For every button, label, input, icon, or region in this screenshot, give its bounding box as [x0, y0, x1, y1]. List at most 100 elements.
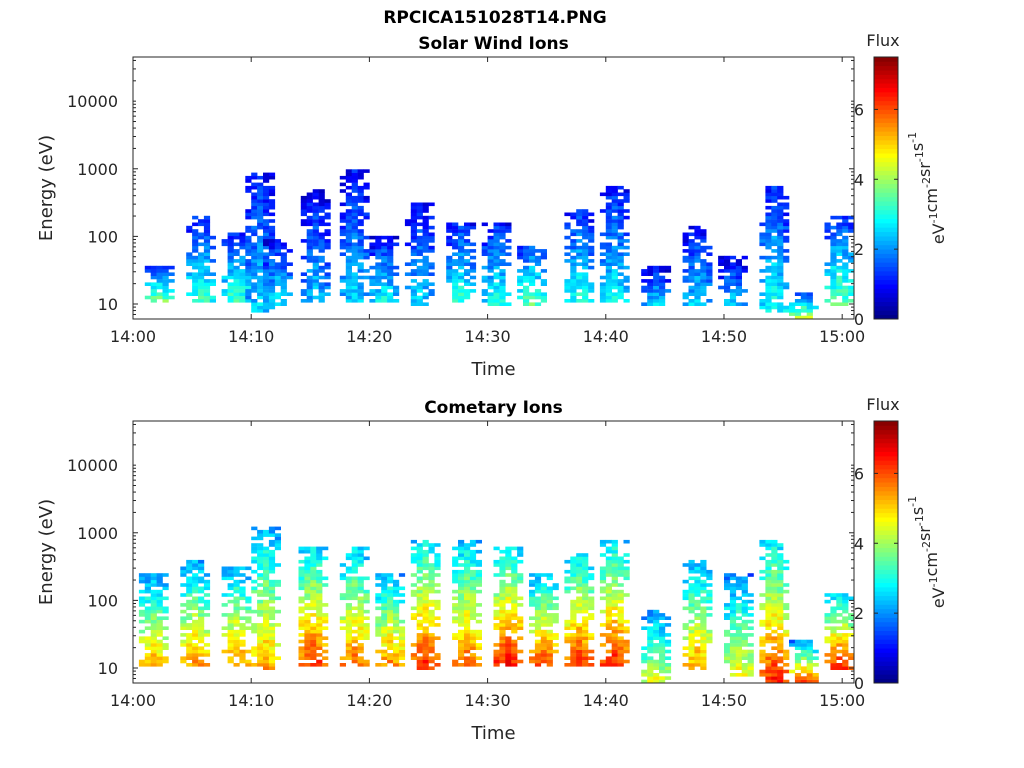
spectrogram-cell [534, 646, 542, 650]
spectrogram-cell [771, 606, 778, 611]
x-tick-label: 15:00 [819, 691, 865, 710]
spectrogram-cell [381, 265, 388, 270]
spectrogram-cell [316, 646, 323, 650]
burst-7 [410, 539, 441, 670]
spectrogram-cell [611, 185, 618, 190]
spectrogram-cell [735, 259, 742, 263]
spectrogram-cell [257, 305, 264, 310]
spectrogram-cell [499, 599, 506, 604]
spectrogram-cell [688, 626, 695, 630]
spectrogram-cell [324, 222, 331, 227]
spectrogram-cell [499, 636, 506, 640]
spectrogram-cell [312, 202, 319, 207]
spectrogram-cell [741, 663, 748, 667]
colorbar-segment [874, 183, 898, 189]
spectrogram-cell [605, 215, 612, 220]
spectrogram-cells [138, 526, 855, 684]
spectrogram-cell [268, 275, 276, 280]
spectrogram-cell [312, 239, 319, 243]
spectrogram-cell [422, 242, 429, 247]
spectrogram-cell [387, 639, 394, 644]
spectrogram-cell [517, 295, 524, 300]
spectrogram-cell [464, 619, 471, 624]
spectrogram-cell [162, 596, 169, 601]
spectrogram-cell [517, 289, 524, 293]
spectrogram-cell [375, 245, 382, 250]
spectrogram-cell [251, 309, 258, 313]
spectrogram-cell [233, 589, 240, 594]
spectrogram-cell [706, 245, 713, 250]
spectrogram-cell [263, 245, 270, 250]
spectrogram-cell [316, 626, 323, 630]
colorbar-segment [874, 630, 898, 636]
spectrogram-cell [623, 569, 630, 574]
spectrogram-cell [735, 282, 742, 286]
spectrogram-cell [192, 222, 199, 227]
spectrogram-cell [771, 302, 778, 306]
spectrogram-cell [765, 205, 772, 210]
spectrogram-cell [428, 232, 435, 237]
spectrogram-cell [682, 235, 689, 240]
spectrogram-cell [777, 242, 784, 247]
spectrogram-cell [428, 649, 435, 654]
spectrogram-cell [806, 679, 813, 684]
spectrogram-cell [842, 225, 849, 230]
spectrogram-cell [836, 275, 843, 280]
spectrogram-cell [546, 606, 553, 611]
spectrogram-cell [499, 629, 506, 634]
spectrogram-cell [836, 282, 843, 286]
spectrogram-cell [257, 659, 264, 664]
spectrogram-cell [150, 573, 157, 577]
spectrogram-cell [653, 623, 660, 627]
spectrogram-cell [576, 573, 583, 577]
spectrogram-cell [765, 673, 772, 677]
spectrogram-cell [280, 265, 287, 270]
spectrogram-cell [351, 219, 358, 223]
spectrogram-cell [576, 583, 583, 587]
spectrogram-cell [523, 249, 530, 253]
spectrogram-cell [345, 245, 352, 250]
spectrogram-cell [783, 616, 790, 620]
spectrogram-cell [688, 559, 695, 564]
spectrogram-cell [227, 299, 234, 303]
spectrogram-cell [316, 583, 323, 587]
spectrogram-cell [416, 659, 423, 664]
spectrogram-cell [209, 259, 216, 263]
spectrogram-cell [422, 215, 429, 220]
colorbar-segment [874, 665, 898, 671]
spectrogram-cell [487, 259, 494, 263]
spectrogram-cell [812, 676, 819, 680]
spectrogram-cell [357, 626, 364, 630]
spectrogram-cell [469, 613, 477, 617]
spectrogram-cell [300, 255, 307, 260]
spectrogram-cell [842, 249, 849, 253]
spectrogram-cell [410, 539, 417, 544]
spectrogram-cell [316, 633, 323, 637]
spectrogram-cell [280, 252, 287, 256]
spectrogram-cell [783, 195, 790, 200]
spectrogram-cell [150, 639, 157, 644]
spectrogram-cell [422, 593, 429, 597]
x-tick-label: 14:50 [701, 691, 747, 710]
spectrogram-cell [257, 205, 264, 210]
spectrogram-cell [694, 633, 701, 637]
spectrogram-cell [588, 573, 595, 577]
spectrogram-cell [203, 663, 211, 667]
spectrogram-cell [700, 616, 707, 620]
spectrogram-cell [410, 553, 417, 557]
spectrogram-cell [505, 245, 512, 250]
spectrogram-cell [842, 299, 849, 303]
burst-3 [251, 526, 281, 670]
colorbar-segment [874, 87, 898, 93]
x-tick-label: 14:00 [110, 691, 156, 710]
spectrogram-cell [842, 649, 849, 654]
spectrogram-cell [611, 259, 618, 263]
spectrogram-cell [529, 603, 536, 607]
spectrogram-cell [617, 569, 624, 574]
spectrogram-cell [794, 315, 802, 320]
spectrogram-cell [540, 613, 547, 617]
spectrogram-cell [458, 292, 465, 296]
spectrogram-cell [540, 616, 547, 620]
